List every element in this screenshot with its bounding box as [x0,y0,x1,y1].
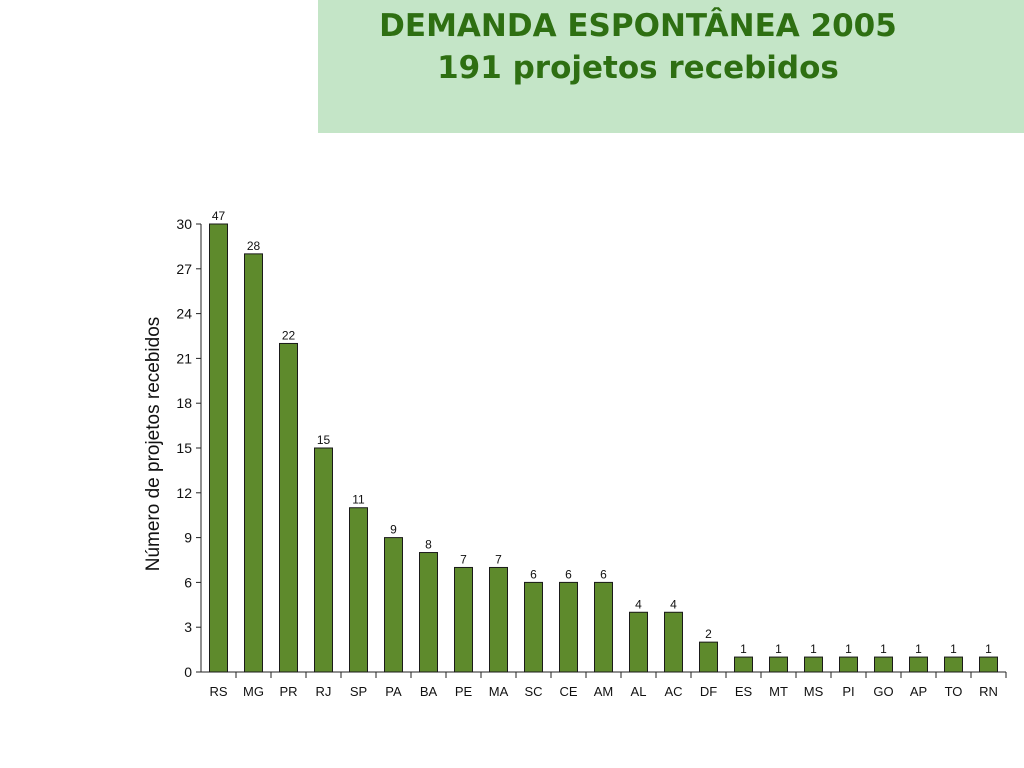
data-label: 2 [705,627,712,641]
bar-ba [419,552,438,673]
page-subtitle: 191 projetos recebidos [437,50,839,86]
data-label: 22 [282,328,296,342]
data-label: 1 [950,642,957,656]
bar-to [944,656,963,673]
x-tick-label: GO [873,684,893,699]
data-label: 15 [317,433,331,447]
bar-pr [279,342,298,673]
y-tick-label: 0 [184,664,192,680]
bar-am [594,581,613,673]
x-tick-label: BA [420,684,438,699]
y-tick-label: 18 [176,395,192,411]
y-tick-label: 3 [184,619,192,635]
bar-pe [454,566,473,673]
x-tick-label: SC [524,684,542,699]
data-label: 1 [810,642,817,656]
data-label: 4 [670,597,677,611]
bar-rs [209,223,228,673]
data-label: 47 [212,209,226,223]
y-tick-label: 27 [176,261,192,277]
bar-ms [804,656,823,673]
bar-sc [524,581,543,673]
bar-go [874,656,893,673]
data-label: 6 [530,567,537,581]
bar-ac [664,611,683,673]
data-label: 7 [495,552,502,566]
x-tick-label: AC [664,684,682,699]
data-label: 6 [600,567,607,581]
x-tick-label: MG [243,684,264,699]
data-label: 1 [915,642,922,656]
x-tick-label: AP [910,684,927,699]
data-label: 1 [740,642,747,656]
data-label: 8 [425,538,432,552]
x-tick-label: PA [385,684,402,699]
bar-rn [979,656,998,673]
bar-mt [769,656,788,673]
bar-pi [839,656,858,673]
x-tick-label: DF [700,684,717,699]
bar-pa [384,537,403,673]
x-tick-label: MS [804,684,824,699]
x-tick-label: RN [979,684,998,699]
bar-rj [314,447,333,673]
x-tick-label: PI [842,684,854,699]
y-tick-label: 30 [176,216,192,232]
data-label: 1 [775,642,782,656]
data-label: 11 [352,493,365,507]
x-tick-label: ES [735,684,753,699]
y-tick-label: 24 [176,306,192,322]
data-label: 6 [565,567,572,581]
bar-df [699,641,718,673]
bar-al [629,611,648,673]
data-label: 7 [460,552,467,566]
x-tick-label: CE [559,684,577,699]
y-tick-label: 9 [184,530,192,546]
x-tick-label: TO [945,684,963,699]
y-tick-label: 21 [176,350,192,366]
data-label: 28 [247,239,261,253]
page-title: DEMANDA ESPONTÂNEA 2005 [379,8,897,44]
bar-mg [244,253,263,673]
data-label: 9 [390,523,397,537]
y-tick-label: 6 [184,574,192,590]
x-tick-label: PE [455,684,473,699]
y-axis-label: Número de projetos recebidos [143,317,164,572]
data-label: 1 [845,642,852,656]
x-tick-label: MA [489,684,509,699]
x-tick-label: MT [769,684,788,699]
x-tick-label: RS [209,684,227,699]
data-label: 1 [985,642,992,656]
x-tick-label: AL [631,684,647,699]
bar-ap [909,656,928,673]
bar-sp [349,507,368,673]
x-tick-label: RJ [316,684,332,699]
bar-es [734,656,753,673]
data-label: 1 [880,642,887,656]
title-banner: DEMANDA ESPONTÂNEA 2005 191 projetos rec… [318,0,1024,133]
x-tick-label: SP [350,684,367,699]
bar-ma [489,566,508,673]
y-tick-label: 12 [176,485,192,501]
x-tick-label: AM [594,684,614,699]
data-label: 4 [635,597,642,611]
x-tick-label: PR [279,684,297,699]
y-tick-label: 15 [176,440,192,456]
bar-ce [559,581,578,673]
